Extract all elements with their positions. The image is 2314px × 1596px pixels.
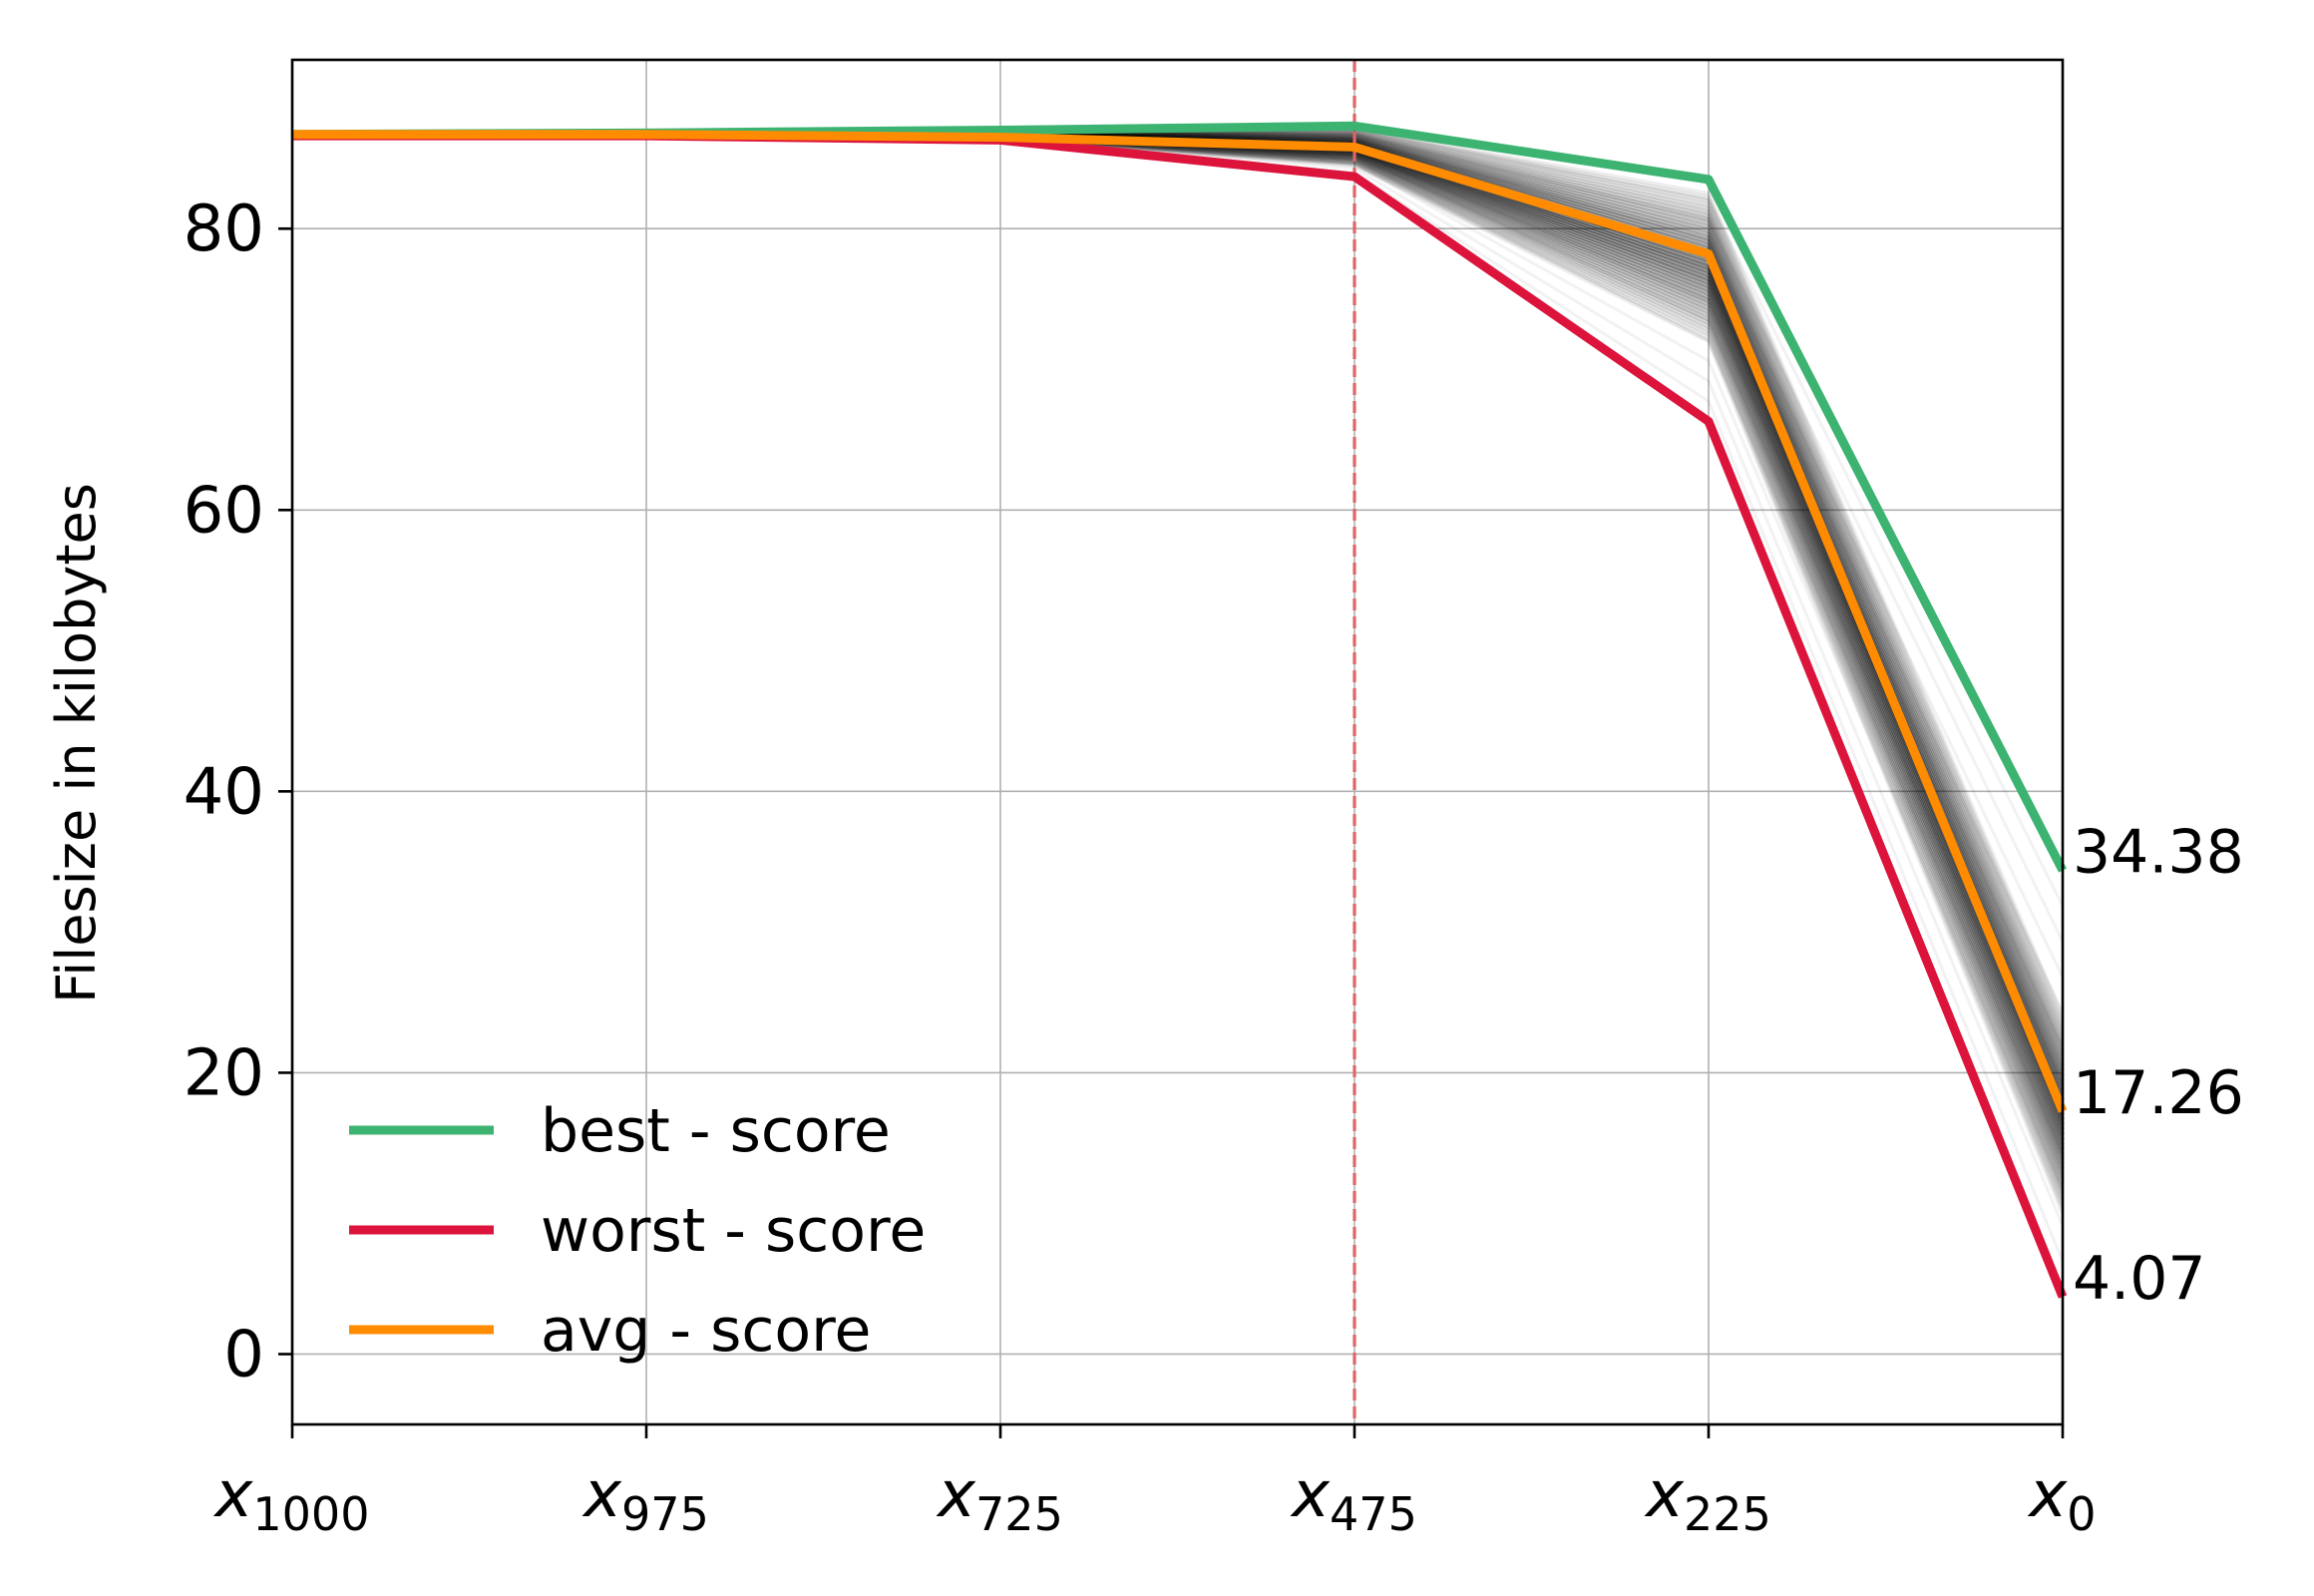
run-line [291,133,2065,1180]
x-tick-label: x725 [936,1458,1063,1541]
run-line-faint [291,133,2065,1191]
run-line [291,129,2065,1032]
y-tick-label: 40 [184,755,264,829]
run-line [291,129,2065,1042]
y-tick-label: 0 [223,1318,264,1392]
run-line [291,133,2065,1190]
run-line [291,131,2065,1086]
run-line [291,130,2065,1067]
axes-frame [290,58,2065,1426]
run-line [291,130,2065,1062]
legend-label: worst - score [541,1196,926,1266]
run-line [291,131,2065,1091]
y-tick-label: 80 [184,193,264,266]
x-tick-label: x1000 [213,1458,370,1541]
run-line [291,132,2065,1116]
run-line [291,132,2065,1111]
run-line-faint [291,134,2065,1263]
run-line [291,128,2065,1027]
legend: best - score worst - score avg - score [349,1096,926,1366]
run-line [291,128,2065,1022]
run-line [291,133,2065,1195]
x-tick-label: x975 [581,1458,709,1541]
run-line [291,133,2065,1200]
x-tick-label: x0 [2027,1458,2096,1541]
run-line [292,134,2065,1215]
run-line-faint [291,132,2065,1013]
series-lines [291,121,2068,1299]
run-line [291,129,2065,1037]
x-ticks: x1000 x975 x725 x475 x225 x0 [213,1424,2097,1541]
end-value-labels: 34.38 17.26 4.07 [2073,818,2244,1314]
y-tick-label: 60 [184,474,264,548]
run-line-faint [291,133,2065,1120]
legend-label: avg - score [541,1296,871,1366]
run-line-faint [291,134,2065,1227]
end-value-label: 4.07 [2073,1244,2206,1314]
run-line [291,133,2065,1185]
x-tick-label: x225 [1644,1458,1771,1541]
run-line [291,131,2065,1077]
end-value-label: 34.38 [2073,818,2244,888]
plot-frame [290,58,2065,1426]
y-tick-label: 20 [184,1036,264,1110]
run-line [291,132,2065,1121]
run-line-faint [291,133,2065,1084]
run-line [291,134,2065,1210]
end-value-label: 17.26 [2073,1058,2244,1128]
series-avg-line [292,130,2068,1113]
legend-label: best - score [541,1096,891,1166]
run-line [291,130,2065,1072]
run-line [291,133,2065,1175]
x-tick-label: x475 [1290,1458,1417,1541]
run-line [291,134,2065,1205]
run-line [291,131,2065,1081]
y-ticks: 0 20 40 60 80 [184,193,292,1392]
run-line [291,127,2065,1017]
y-axis-label: Filesize in kilobytes [45,483,108,1003]
